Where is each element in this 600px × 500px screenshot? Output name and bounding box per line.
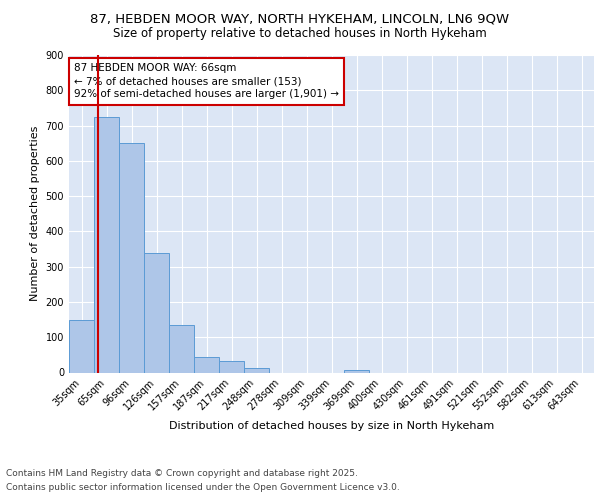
Text: 87 HEBDEN MOOR WAY: 66sqm
← 7% of detached houses are smaller (153)
92% of semi-: 87 HEBDEN MOOR WAY: 66sqm ← 7% of detach… — [74, 63, 339, 100]
Bar — [344, 370, 369, 372]
X-axis label: Distribution of detached houses by size in North Hykeham: Distribution of detached houses by size … — [169, 420, 494, 430]
Text: Contains public sector information licensed under the Open Government Licence v3: Contains public sector information licen… — [6, 484, 400, 492]
Text: Contains HM Land Registry data © Crown copyright and database right 2025.: Contains HM Land Registry data © Crown c… — [6, 468, 358, 477]
Bar — [69, 320, 94, 372]
Bar — [119, 143, 144, 372]
Y-axis label: Number of detached properties: Number of detached properties — [30, 126, 40, 302]
Text: Size of property relative to detached houses in North Hykeham: Size of property relative to detached ho… — [113, 28, 487, 40]
Bar — [94, 116, 119, 372]
Bar — [169, 325, 194, 372]
Bar — [194, 358, 219, 372]
Text: 87, HEBDEN MOOR WAY, NORTH HYKEHAM, LINCOLN, LN6 9QW: 87, HEBDEN MOOR WAY, NORTH HYKEHAM, LINC… — [91, 12, 509, 26]
Bar — [244, 368, 269, 372]
Bar — [144, 252, 169, 372]
Bar — [219, 361, 244, 372]
